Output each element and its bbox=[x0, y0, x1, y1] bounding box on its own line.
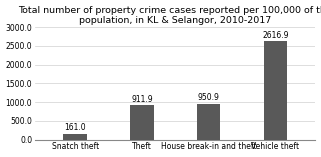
Text: 911.9: 911.9 bbox=[131, 95, 153, 104]
Title: Total number of property crime cases reported per 100,000 of the
population, in : Total number of property crime cases rep… bbox=[18, 5, 321, 25]
Bar bbox=[197, 104, 220, 140]
Bar bbox=[64, 134, 87, 140]
Bar bbox=[264, 41, 287, 140]
Text: 950.9: 950.9 bbox=[198, 93, 220, 103]
Text: 161.0: 161.0 bbox=[64, 123, 86, 132]
Text: 2616.9: 2616.9 bbox=[262, 31, 289, 40]
Bar bbox=[130, 106, 153, 140]
